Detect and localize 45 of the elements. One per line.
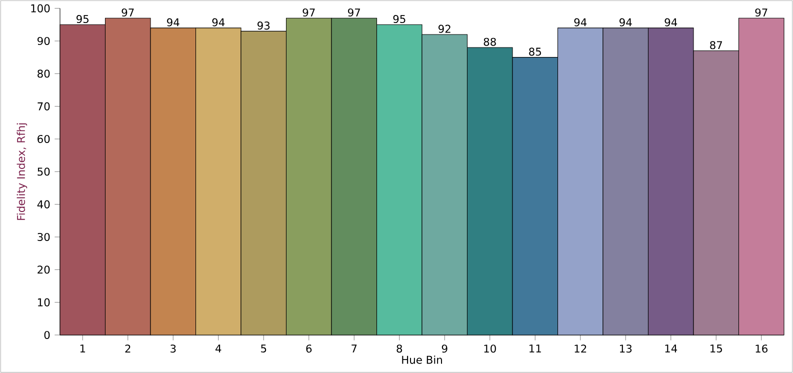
y-tick-label: 60 [38, 134, 50, 144]
data-label: 97 [348, 8, 360, 17]
data-label: 94 [574, 18, 587, 26]
x-tick-label: 8 [396, 344, 402, 353]
x-tick-label: 3 [170, 344, 176, 353]
x-tick-label: 5 [261, 344, 266, 353]
x-tick-label: 14 [665, 344, 678, 352]
data-label: 88 [484, 38, 496, 46]
x-tick-label: 2 [125, 344, 130, 352]
x-tick-label: 13 [620, 344, 632, 353]
y-tick-label: 10 [38, 298, 50, 306]
y-tick-label: 20 [38, 266, 50, 274]
data-label: 94 [212, 18, 225, 26]
x-tick-label: 9 [442, 344, 448, 353]
x-tick-label: 16 [756, 344, 768, 353]
x-tick-label: 15 [710, 344, 722, 353]
x-tick-label: 10 [484, 344, 496, 353]
data-label: 93 [258, 22, 270, 30]
y-tick-label: 0 [44, 330, 50, 340]
y-axis-title: Fidelity Index, Rfhj [16, 123, 28, 220]
x-axis-title: Hue Bin [402, 356, 442, 364]
y-tick-label: 90 [38, 36, 50, 46]
data-label: 94 [167, 18, 180, 26]
data-label: 95 [76, 14, 88, 24]
data-label: 94 [620, 18, 632, 26]
data-label: 97 [122, 8, 134, 17]
y-tick-label: 100 [31, 4, 50, 12]
data-label: 85 [529, 48, 541, 56]
data-label: 87 [710, 41, 722, 50]
x-tick-label: 6 [306, 344, 312, 353]
data-label: 94 [664, 18, 678, 26]
y-tick-label: 70 [38, 102, 50, 110]
y-tick-label: 30 [38, 232, 50, 242]
data-label: 95 [393, 14, 406, 24]
y-tick-label: 80 [38, 70, 50, 78]
x-tick-label: 12 [574, 344, 586, 352]
x-tick-label: 1 [80, 344, 86, 352]
y-tick-label: 50 [38, 168, 50, 176]
data-label: 97 [302, 8, 315, 17]
y-tick-label: 40 [37, 200, 50, 208]
data-label: 92 [438, 24, 450, 33]
data-label: 97 [755, 8, 768, 17]
x-tick-label: 4 [216, 344, 222, 352]
x-tick-label: 11 [530, 344, 541, 352]
x-tick-label: 7 [352, 344, 357, 352]
